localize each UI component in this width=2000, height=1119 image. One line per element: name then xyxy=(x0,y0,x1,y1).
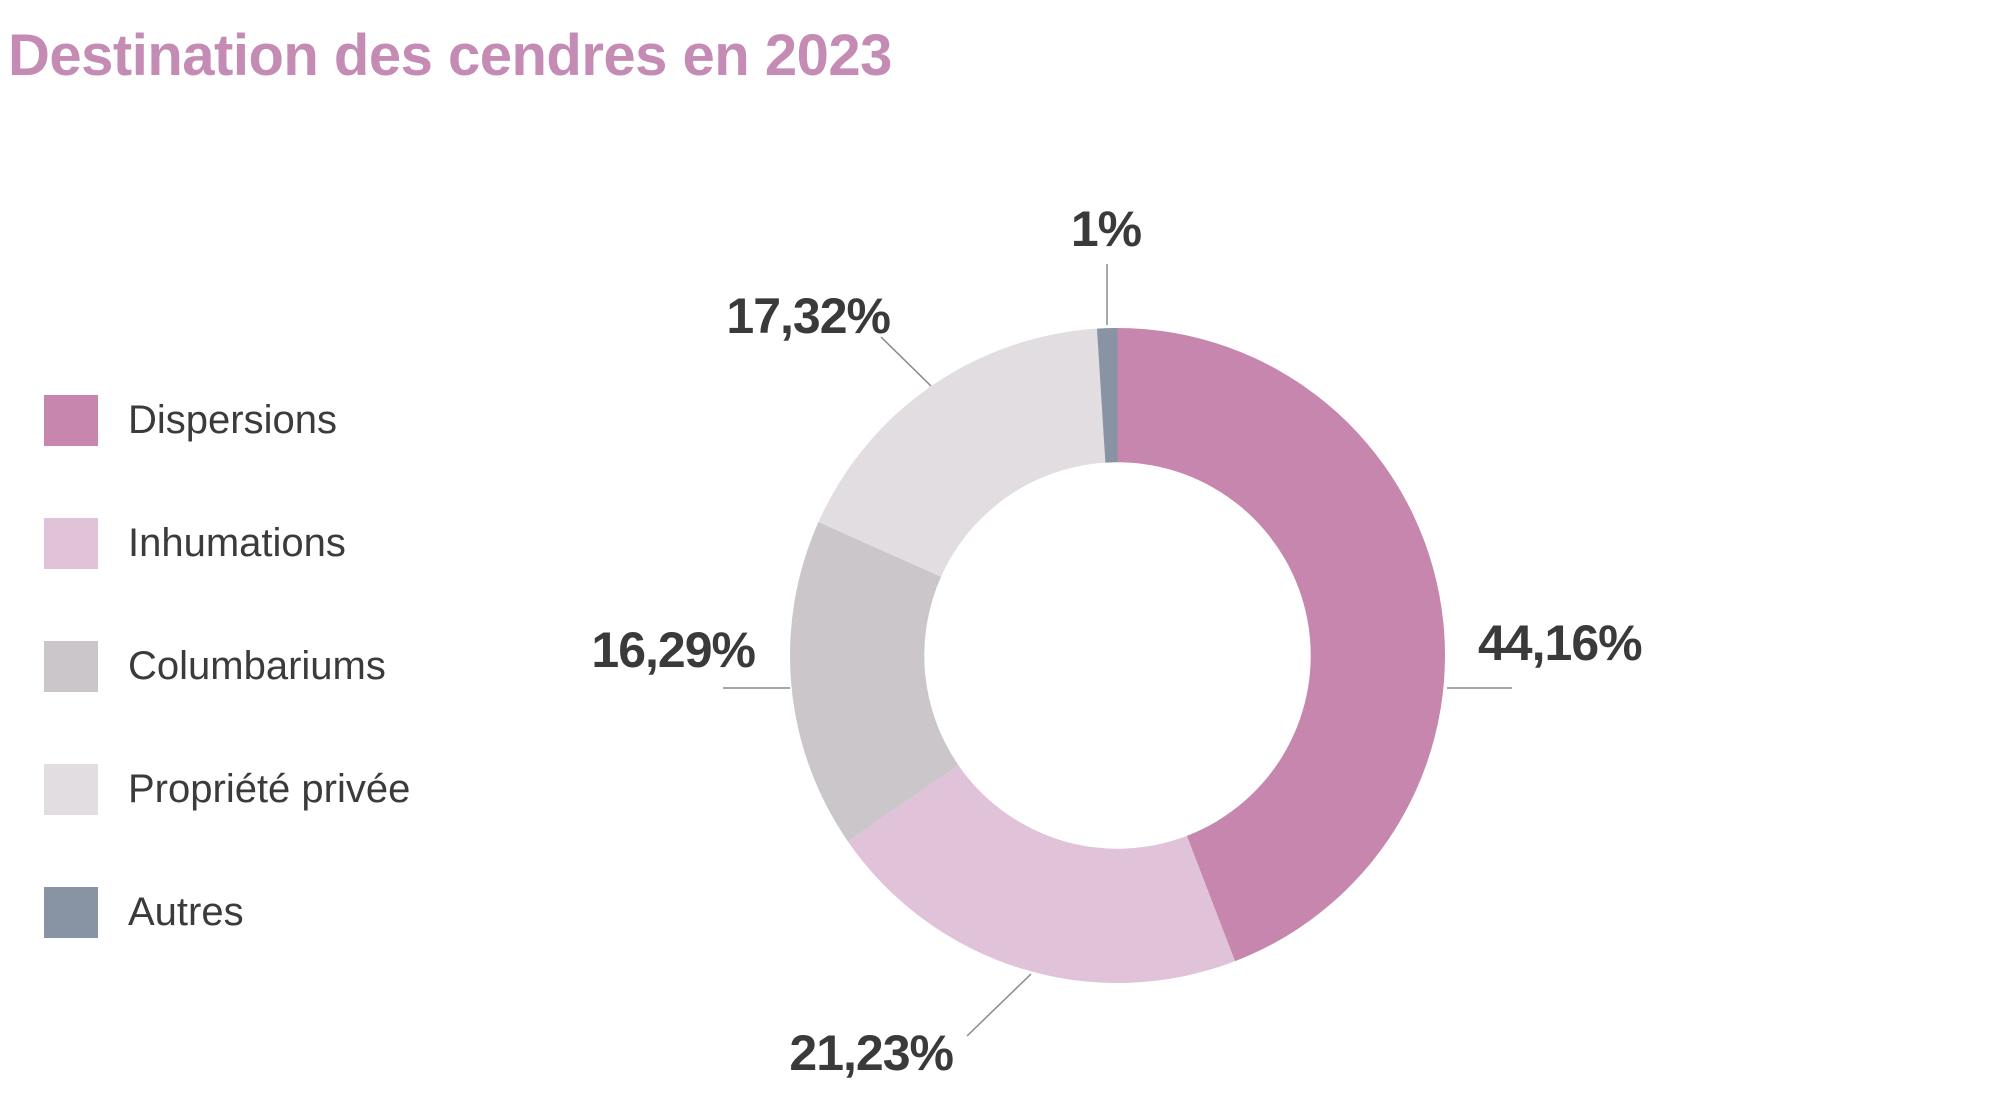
slice-label-autres: 1% xyxy=(1070,201,1142,257)
slice-label-inhumations: 21,23% xyxy=(789,1025,954,1081)
donut-slice-columbariums xyxy=(790,522,959,842)
donut-slice-autres xyxy=(1096,328,1118,463)
legend-label-dispersions: Dispersions xyxy=(128,398,337,442)
legend-label-inhumations: Inhumations xyxy=(128,521,346,565)
legend-label-columbariums: Columbariums xyxy=(128,644,386,688)
legend-item-inhumations: Inhumations xyxy=(44,518,410,569)
legend-swatch-autres xyxy=(44,887,98,938)
legend-item-dispersions: Dispersions xyxy=(44,395,410,446)
legend-item-propriete-privee: Propriété privée xyxy=(44,764,410,815)
slice-label-propriete-privee: 17,32% xyxy=(726,288,891,344)
legend: Dispersions Inhumations Columbariums Pro… xyxy=(44,395,410,938)
callout-line-inhumations xyxy=(966,973,1032,1037)
legend-swatch-dispersions xyxy=(44,395,98,446)
slice-label-columbariums: 16,29% xyxy=(591,622,756,678)
slice-label-dispersions: 44,16% xyxy=(1478,615,1643,671)
donut-slices xyxy=(790,328,1446,984)
chart-title: Destination des cendres en 2023 xyxy=(8,23,892,88)
legend-item-columbariums: Columbariums xyxy=(44,641,410,692)
legend-label-propriete-privee: Propriété privée xyxy=(128,767,411,811)
donut-slice-propri-t-priv-e xyxy=(818,328,1106,577)
donut-slice-inhumations xyxy=(847,765,1235,984)
legend-item-autres: Autres xyxy=(44,887,410,938)
legend-swatch-propriete-privee xyxy=(44,764,98,815)
legend-label-autres: Autres xyxy=(128,890,244,934)
donut-slice-dispersions xyxy=(1117,328,1446,962)
callout-line-propriete-privee xyxy=(880,336,932,387)
legend-swatch-inhumations xyxy=(44,518,98,569)
legend-swatch-columbariums xyxy=(44,641,98,692)
